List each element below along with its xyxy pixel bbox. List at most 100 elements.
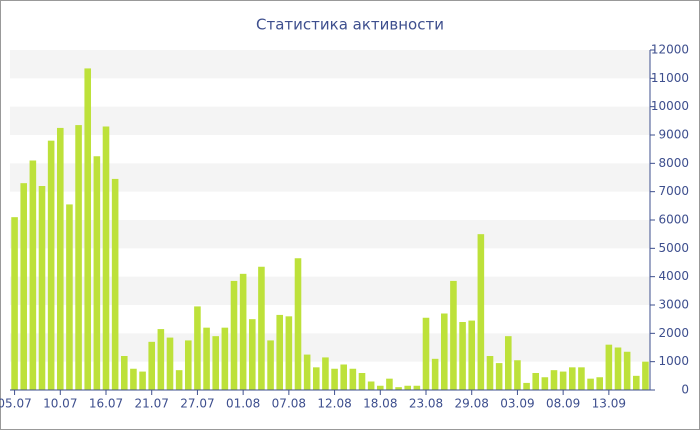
bar: [541, 377, 549, 390]
bar: [440, 313, 448, 390]
y-tick-label: 9000: [658, 128, 689, 142]
x-tick-label: 05.07: [0, 397, 32, 411]
bar: [568, 367, 576, 390]
y-tick-label: 6000: [658, 213, 689, 227]
bar: [221, 327, 229, 390]
bar: [632, 375, 640, 390]
x-tick-label: 23.08: [409, 397, 443, 411]
bar: [376, 385, 384, 390]
bar: [422, 317, 430, 390]
bar: [642, 361, 649, 390]
bar: [157, 329, 165, 390]
bar: [395, 387, 402, 390]
x-tick-label: 18.08: [363, 397, 397, 411]
x-tick-label: 12.08: [317, 397, 351, 411]
x-tick-label: 29.08: [455, 397, 489, 411]
bar: [514, 360, 521, 390]
bar: [203, 327, 210, 390]
y-tick-label: 8000: [658, 156, 689, 170]
x-tick-label: 01.08: [226, 397, 260, 411]
bar: [248, 319, 256, 390]
bar: [258, 266, 265, 390]
bar: [130, 368, 137, 390]
x-tick-label: 10.07: [43, 397, 77, 411]
bar: [504, 336, 512, 390]
bar: [367, 381, 375, 390]
bar: [331, 368, 338, 390]
bar: [386, 378, 393, 390]
y-tick-label: 7000: [658, 184, 689, 198]
bar: [75, 125, 82, 390]
x-tick-label: 21.07: [135, 397, 169, 411]
grid-band: [10, 50, 650, 79]
bar: [93, 156, 101, 390]
y-tick-label: 0: [681, 383, 689, 397]
bar: [578, 367, 585, 390]
bar: [194, 306, 201, 390]
bar: [349, 368, 357, 390]
bar: [623, 351, 631, 390]
bar: [459, 322, 466, 390]
bar: [477, 234, 485, 390]
x-tick-label: 13.09: [592, 397, 626, 411]
y-tick-label: 12000: [651, 43, 689, 57]
bar: [413, 385, 421, 390]
y-tick-label: 4000: [658, 269, 689, 283]
bar: [175, 370, 183, 390]
bar: [450, 280, 457, 390]
bar: [84, 68, 92, 391]
y-tick-label: 10000: [651, 99, 689, 113]
bar: [468, 320, 476, 390]
chart-title: Статистика активности: [256, 16, 444, 34]
bar: [495, 363, 503, 390]
x-tick-label: 27.07: [180, 397, 214, 411]
bar: [111, 178, 119, 390]
bar: [605, 344, 613, 390]
bar: [358, 373, 366, 390]
y-tick-label: 1000: [658, 354, 689, 368]
bar: [404, 385, 412, 390]
x-tick-label: 16.07: [89, 397, 123, 411]
bar: [431, 358, 439, 390]
bar: [102, 126, 110, 390]
y-tick-label: 3000: [658, 298, 689, 312]
bar: [66, 204, 73, 390]
bar: [303, 354, 311, 390]
bar: [212, 336, 220, 390]
bar: [486, 356, 494, 390]
bar: [340, 364, 348, 390]
bar: [56, 127, 64, 391]
bar: [523, 382, 530, 390]
y-tick-label: 2000: [658, 326, 689, 340]
bar: [267, 340, 274, 390]
bar: [184, 340, 192, 390]
x-tick-label: 08.09: [546, 397, 580, 411]
bar: [532, 373, 540, 390]
bar: [276, 314, 284, 390]
grid-band: [10, 106, 650, 135]
bar: [11, 217, 18, 390]
bar: [294, 258, 302, 390]
bar: [322, 357, 329, 390]
bar: [29, 160, 37, 390]
bar: [596, 377, 604, 390]
bar: [20, 183, 28, 390]
bar: [559, 371, 567, 390]
bar: [38, 186, 46, 390]
bar: [239, 273, 247, 390]
bar: [312, 367, 320, 390]
bar: [587, 378, 594, 390]
x-tick-label: 03.09: [500, 397, 534, 411]
y-tick-label: 11000: [651, 71, 689, 85]
y-tick-label: 5000: [658, 241, 689, 255]
bar: [139, 371, 146, 390]
bar: [285, 316, 293, 390]
bar: [230, 280, 238, 390]
bar: [47, 140, 55, 390]
bar: [166, 337, 174, 390]
bar: [120, 356, 128, 390]
bar: [550, 370, 558, 390]
x-tick-label: 07.08: [272, 397, 306, 411]
bar: [148, 341, 156, 390]
